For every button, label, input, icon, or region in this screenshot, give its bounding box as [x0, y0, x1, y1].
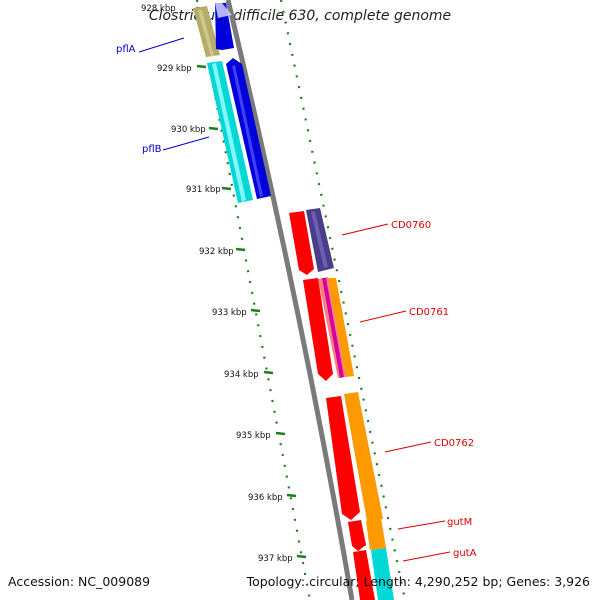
gene-highlight — [198, 10, 214, 57]
leader-line-CD0761 — [359, 310, 407, 323]
tick-label: 929 kbp — [157, 64, 192, 74]
tick-mark — [250, 308, 261, 313]
leader-line-gutA — [402, 551, 451, 562]
tick-label: 937 kbp — [258, 554, 293, 564]
tick-mark — [235, 247, 246, 252]
gene-label-CD0760[interactable]: CD0760 — [391, 220, 431, 231]
leader-line-gutM — [397, 520, 446, 530]
tick-mark — [296, 554, 307, 559]
tick-label: 933 kbp — [212, 308, 247, 318]
tick-label: 936 kbp — [248, 493, 283, 503]
kbp-ruler: 928 kbp 929 kbp 930 kbp 931 kbp 932 kbp … — [141, 4, 307, 564]
tick-label: 930 kbp — [171, 125, 206, 135]
accession-text: Accession: NC_009089 — [8, 574, 151, 589]
gene-label-gutM[interactable]: gutM — [447, 517, 472, 528]
gene-block-gutM-left[interactable] — [348, 520, 366, 551]
tick-label: 935 kbp — [236, 431, 271, 441]
tick-mark — [263, 370, 274, 375]
gene-highlight — [232, 65, 263, 197]
gene-label-gutA[interactable]: gutA — [453, 548, 477, 559]
genome-summary-text: Topology: circular; Length: 4,290,252 bp… — [246, 574, 590, 589]
leader-line-CD0762 — [384, 441, 432, 453]
gene-label-pflA[interactable]: pflA — [116, 44, 136, 55]
tick-mark — [196, 64, 207, 69]
genome-backbone — [225, 0, 355, 600]
gene-label-CD0761[interactable]: CD0761 — [409, 307, 449, 318]
gene-block-CD0761-magenta[interactable] — [322, 278, 344, 378]
gene-block-gutA[interactable] — [371, 548, 394, 600]
tick-label: 934 kbp — [224, 370, 259, 380]
gene-label-pflB[interactable]: pflB — [142, 144, 162, 155]
gene-highlight — [311, 211, 328, 268]
tick-label: 932 kbp — [199, 247, 234, 257]
gene-highlight — [215, 3, 232, 18]
tick-mark — [208, 126, 219, 131]
gene-block-CD0762[interactable] — [344, 392, 383, 521]
tick-label: 931 kbp — [186, 185, 221, 195]
gene-highlight — [212, 63, 246, 202]
gene-block-gutM[interactable] — [366, 518, 386, 550]
gene-label-CD0762[interactable]: CD0762 — [434, 438, 474, 449]
leader-line-CD0760 — [341, 223, 389, 236]
gene-block-CD0761-left[interactable] — [303, 278, 333, 381]
gene-block-CD0761[interactable] — [328, 278, 354, 377]
tick-mark — [275, 431, 286, 436]
gene-block-gutA-left[interactable] — [353, 550, 375, 600]
leader-line-pflA — [138, 37, 185, 53]
tick-mark — [221, 186, 232, 191]
leader-line-pflB — [162, 136, 210, 151]
tick-mark — [286, 493, 297, 498]
gene-block-CD0762-left[interactable] — [326, 396, 360, 520]
tick-label: 928 kbp — [141, 4, 176, 14]
gene-block-CD0760-left[interactable] — [289, 211, 314, 275]
